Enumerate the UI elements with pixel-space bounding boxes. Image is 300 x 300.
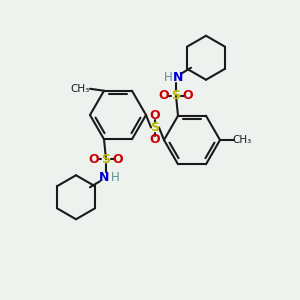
Text: S: S	[101, 153, 110, 166]
Text: CH₃: CH₃	[232, 135, 252, 145]
Text: S: S	[151, 121, 160, 134]
Text: O: O	[150, 109, 160, 122]
Text: O: O	[150, 133, 160, 146]
Text: CH₃: CH₃	[70, 84, 90, 94]
Text: O: O	[113, 153, 123, 166]
Text: N: N	[173, 71, 183, 84]
Text: H: H	[164, 71, 172, 84]
Text: S: S	[172, 89, 181, 102]
Text: O: O	[159, 89, 169, 102]
Text: N: N	[99, 171, 109, 184]
Text: H: H	[111, 171, 119, 184]
Text: O: O	[89, 153, 99, 166]
Text: O: O	[183, 89, 193, 102]
